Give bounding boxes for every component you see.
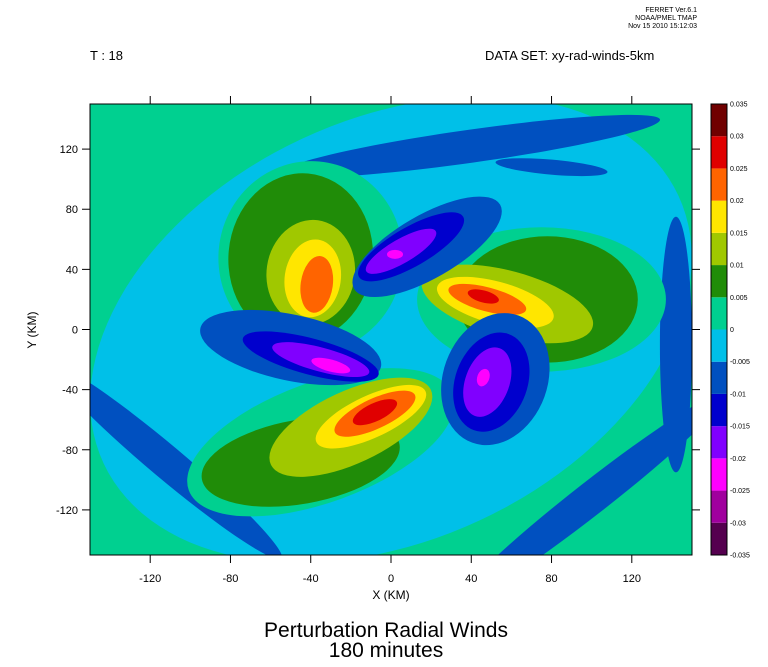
contour-region xyxy=(311,357,351,374)
colorbar-swatch xyxy=(711,329,727,362)
colorbar-label: -0.01 xyxy=(730,391,746,398)
contour-field xyxy=(90,104,692,555)
contour-region xyxy=(386,249,404,259)
x-axis-label: X (KM) xyxy=(372,588,409,602)
y-tick-label: -40 xyxy=(62,385,78,397)
x-tick-label: -40 xyxy=(303,573,319,585)
colorbar-swatch xyxy=(711,168,727,201)
contour-region xyxy=(300,256,334,313)
y-tick-label: -80 xyxy=(62,445,78,457)
y-tick-label: 120 xyxy=(60,144,78,156)
colorbar-frame xyxy=(710,103,728,556)
y-tick-label: 80 xyxy=(66,204,78,216)
colorbar-label: 0 xyxy=(730,327,734,334)
contour-region xyxy=(365,228,437,274)
contour-region xyxy=(495,158,608,177)
colorbar-swatch xyxy=(711,490,727,523)
colorbar-label: 0.025 xyxy=(730,166,748,173)
x-tick-label: 80 xyxy=(545,573,557,585)
colorbar-swatch xyxy=(711,136,727,169)
y-tick-label: -120 xyxy=(56,505,78,517)
colorbar-swatch xyxy=(711,458,727,491)
program-label: FERRET Ver.6.1 xyxy=(645,7,697,14)
colorbar-swatch xyxy=(711,393,727,427)
colorbar-label: -0.015 xyxy=(730,424,750,431)
x-tick-label: 120 xyxy=(623,573,641,585)
x-tick-label: 40 xyxy=(465,573,477,585)
colorbar-label: 0.035 xyxy=(730,102,748,109)
contour-region xyxy=(282,114,661,178)
colorbar-label: 0.03 xyxy=(730,134,744,141)
colorbar-label: 0.01 xyxy=(730,263,744,270)
colorbar-label: -0.025 xyxy=(730,488,750,495)
dataset-label: DATA SET: xy-rad-winds-5km xyxy=(485,48,654,63)
y-tick-label: 0 xyxy=(72,325,78,337)
colorbar-label: 0.015 xyxy=(730,230,748,237)
colorbar-swatch xyxy=(711,265,727,298)
colorbar-swatch xyxy=(711,232,727,266)
contour-region xyxy=(352,399,398,426)
org-label: NOAA/PMEL TMAP xyxy=(635,15,697,22)
colorbar-label: 0.005 xyxy=(730,295,748,302)
chart-subtitle: 180 minutes xyxy=(329,639,443,662)
x-tick-label: -120 xyxy=(139,573,161,585)
x-tick-label: 0 xyxy=(388,573,394,585)
y-axis-label: Y (KM) xyxy=(25,311,39,348)
colorbar-label: -0.035 xyxy=(730,553,750,560)
colorbar-swatch xyxy=(711,426,727,459)
colorbar-label: -0.02 xyxy=(730,456,746,463)
colorbar-label: -0.03 xyxy=(730,520,746,527)
colorbar-swatch xyxy=(711,522,727,555)
contour-region xyxy=(467,289,499,304)
y-tick-label: 40 xyxy=(66,264,78,276)
colorbar-swatch xyxy=(711,361,727,394)
time-label: T : 18 xyxy=(90,48,123,63)
contour-region xyxy=(476,368,490,387)
colorbar-swatch xyxy=(711,297,727,330)
date-label: Nov 15 2010 15:12:03 xyxy=(628,23,697,30)
colorbar-swatch xyxy=(711,200,727,233)
contour-region xyxy=(456,392,692,555)
chart-title: Perturbation Radial Winds xyxy=(264,619,508,642)
x-tick-label: -80 xyxy=(223,573,239,585)
colorbar-label: 0.02 xyxy=(730,198,744,205)
contour-region xyxy=(659,216,692,473)
colorbar-label: -0.005 xyxy=(730,359,750,366)
colorbar-swatch xyxy=(711,104,727,137)
